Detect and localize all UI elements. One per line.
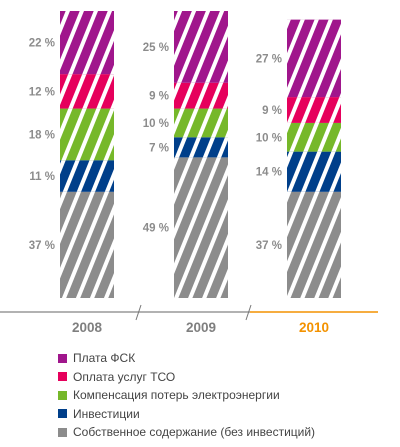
- bar-stripes: [60, 108, 114, 161]
- legend-item-fsk: Плата ФСК: [58, 349, 315, 368]
- bar-stripes: [60, 160, 114, 192]
- bar-segment-losses-2009: [174, 108, 228, 138]
- legend-swatch-fsk: [58, 353, 67, 363]
- chart-legend: Плата ФСК Оплата услуг ТСО Компенсация п…: [58, 349, 315, 442]
- bar-stripes: [174, 82, 228, 109]
- bar-segment-losses-2008: [60, 108, 114, 161]
- bar-segment-fsk-2009: [174, 11, 228, 83]
- legend-label-own-maintenance: Собственное содержание (без инвестиций): [73, 425, 316, 440]
- x-tick-label-2010: 2010: [299, 320, 329, 335]
- legend-label-investments: Инвестиции: [73, 406, 140, 421]
- bar-segment-investments-2008: [60, 160, 114, 192]
- bar-stripes: [60, 11, 114, 75]
- x-tick-label-2008: 2008: [72, 320, 103, 335]
- data-label-losses-2010: 10 %: [256, 132, 282, 144]
- bar-segment-tso-2010: [287, 97, 341, 123]
- bar-segment-own-maintenance-2008: [60, 191, 114, 298]
- data-label-fsk-2010: 27 %: [256, 53, 282, 65]
- bar-stripes: [287, 97, 341, 123]
- bar-stripes: [174, 137, 228, 158]
- legend-swatch-own-maintenance: [58, 427, 67, 437]
- data-label-losses-2009: 10 %: [143, 118, 169, 130]
- legend-swatch-investments: [58, 409, 67, 419]
- data-label-fsk-2008: 22 %: [29, 38, 55, 50]
- bar-segment-fsk-2010: [287, 19, 341, 98]
- bar-stripes: [287, 191, 341, 298]
- data-label-investments-2009: 7 %: [149, 142, 169, 154]
- legend-item-losses: Компенсация потерь электроэнергии: [58, 386, 315, 405]
- bar-segment-own-maintenance-2009: [174, 157, 228, 298]
- legend-swatch-losses: [58, 390, 67, 400]
- data-label-own-maintenance-2009: 49 %: [143, 223, 169, 235]
- bar-stripes: [287, 151, 341, 192]
- bar-stripes: [174, 108, 228, 138]
- bar-stripes: [60, 191, 114, 298]
- legend-label-losses: Компенсация потерь электроэнергии: [73, 388, 280, 403]
- legend-label-tso: Оплата услуг ТСО: [73, 369, 176, 384]
- data-label-fsk-2009: 25 %: [143, 42, 169, 54]
- data-label-own-maintenance-2008: 37 %: [29, 240, 55, 252]
- legend-item-investments: Инвестиции: [58, 405, 315, 424]
- data-label-investments-2008: 11 %: [29, 171, 55, 183]
- bar-segment-tso-2008: [60, 74, 114, 109]
- bar-stripes: [174, 157, 228, 298]
- legend-label-fsk: Плата ФСК: [73, 351, 136, 366]
- bar-segment-tso-2009: [174, 82, 228, 109]
- bar-stripes: [174, 11, 228, 83]
- axis-separator: [245, 304, 252, 321]
- bar-stripes: [60, 74, 114, 109]
- axis-separator: [135, 304, 142, 321]
- legend-item-own-maintenance: Собственное содержание (без инвестиций): [58, 423, 315, 442]
- bar-segment-investments-2009: [174, 137, 228, 158]
- data-label-tso-2010: 9 %: [262, 105, 282, 117]
- data-label-investments-2010: 14 %: [256, 167, 282, 179]
- data-label-losses-2008: 18 %: [29, 129, 55, 141]
- bar-segment-fsk-2008: [60, 11, 114, 75]
- bar-stripes: [287, 19, 341, 98]
- data-label-tso-2009: 9 %: [149, 91, 169, 103]
- bar-segment-own-maintenance-2010: [287, 191, 341, 298]
- legend-swatch-tso: [58, 372, 67, 382]
- bar-segment-losses-2010: [287, 122, 341, 152]
- x-tick-label-2009: 2009: [186, 320, 216, 335]
- data-label-own-maintenance-2010: 37 %: [256, 240, 282, 252]
- bar-segment-investments-2010: [287, 151, 341, 192]
- bar-stripes: [287, 122, 341, 152]
- data-label-tso-2008: 12 %: [29, 86, 55, 98]
- legend-item-tso: Оплата услуг ТСО: [58, 368, 315, 387]
